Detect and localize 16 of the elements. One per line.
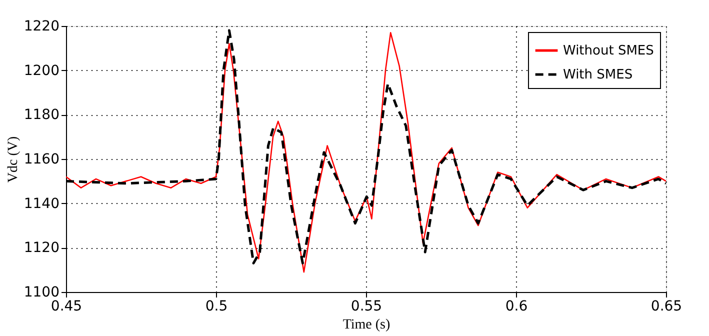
y-tick-label: 1160: [24, 152, 60, 168]
y-tick-label: 1180: [24, 107, 60, 124]
x-tick-label: 0.55: [350, 298, 382, 314]
legend-label: Without SMES: [563, 44, 654, 58]
x-axis-title: Time (s): [342, 318, 390, 332]
x-tick-label: 0.45: [50, 298, 82, 314]
y-axis-title: Vdc (V): [6, 136, 21, 183]
y-tick-label: 1200: [24, 62, 60, 79]
y-tick-label: 1220: [24, 18, 60, 34]
y-tick-label: 1100: [24, 284, 60, 300]
x-tick-label: 0.6: [505, 298, 528, 314]
x-tick-label: 0.65: [650, 298, 682, 314]
y-tick-label: 1120: [24, 240, 60, 256]
x-tick-label: 0.5: [205, 298, 228, 314]
y-tick-label: 1140: [24, 196, 60, 212]
legend-label: With SMES: [563, 68, 633, 82]
